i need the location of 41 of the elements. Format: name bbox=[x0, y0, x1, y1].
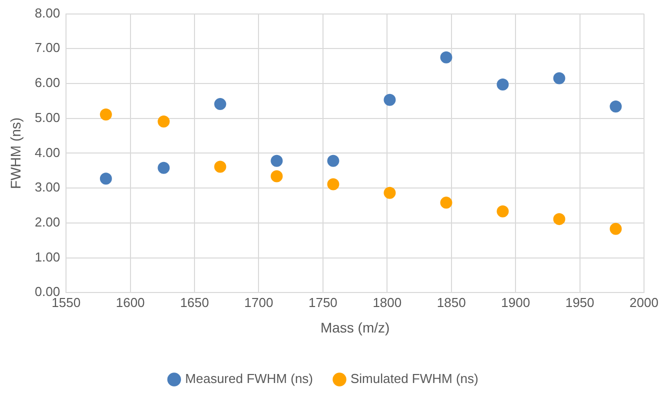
point bbox=[553, 72, 566, 84]
x-tick-label: 1800 bbox=[372, 294, 402, 310]
x-tick-label: 1950 bbox=[565, 294, 594, 310]
point bbox=[384, 186, 396, 199]
point bbox=[100, 108, 112, 121]
point bbox=[214, 160, 226, 173]
y-tick-label: 8.00 bbox=[34, 5, 60, 20]
point bbox=[327, 178, 340, 190]
x-tick-label: 1750 bbox=[308, 294, 338, 310]
point bbox=[384, 94, 396, 106]
x-tick-label: 1700 bbox=[244, 294, 274, 310]
x-tick-label: 1650 bbox=[180, 294, 209, 310]
point bbox=[214, 98, 226, 110]
point bbox=[496, 205, 509, 218]
x-tick-label: 1900 bbox=[501, 294, 530, 310]
point bbox=[610, 100, 622, 112]
point bbox=[158, 162, 170, 174]
x-tick-label: 1850 bbox=[436, 294, 466, 310]
point bbox=[440, 51, 452, 64]
point bbox=[100, 172, 112, 185]
x-axis-title: Mass (m/z) bbox=[320, 319, 390, 336]
y-tick-label: 7.00 bbox=[34, 40, 60, 56]
x-tick-label: 1600 bbox=[116, 294, 145, 310]
point bbox=[440, 196, 452, 209]
point bbox=[610, 222, 622, 235]
point bbox=[158, 115, 170, 128]
legend-label: Simulated FWHM (ns) bbox=[350, 371, 478, 386]
y-tick-label: 3.00 bbox=[34, 180, 60, 195]
x-tick-label: 2000 bbox=[630, 294, 658, 310]
point bbox=[270, 154, 283, 167]
y-tick-label: 1.00 bbox=[34, 249, 60, 264]
y-tick-label: 2.00 bbox=[34, 214, 60, 230]
y-tick-label: 5.00 bbox=[34, 110, 60, 125]
legend-label: Measured FWHM (ns) bbox=[185, 371, 314, 386]
point bbox=[327, 154, 340, 167]
y-tick-label: 4.00 bbox=[34, 144, 60, 160]
y-axis-title: FWHM (ns) bbox=[7, 117, 24, 189]
point bbox=[496, 78, 509, 91]
point bbox=[553, 213, 566, 226]
y-tick-label: 6.00 bbox=[34, 75, 60, 90]
point bbox=[270, 170, 283, 182]
